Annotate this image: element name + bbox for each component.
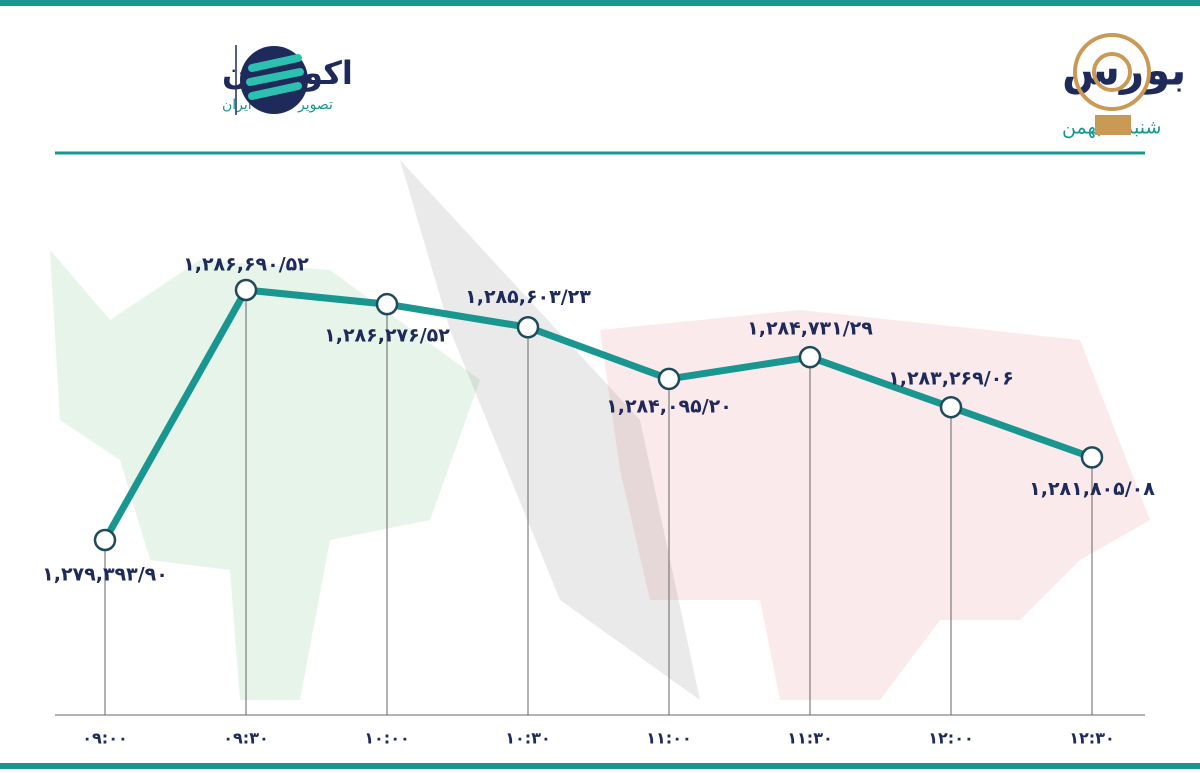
line bbox=[101, 286, 1094, 542]
value-label: ۱,۲۸۴,۰۹۵/۲۰ bbox=[606, 395, 732, 417]
point bbox=[516, 316, 540, 339]
value-label: ۱,۲۷۹,۳۹۳/۹۰ bbox=[42, 564, 168, 586]
x-tick-label: ۱۱:۳۰ bbox=[787, 729, 832, 748]
bull-shape bbox=[50, 250, 480, 700]
value-label: ۱,۲۸۱,۸۰۵/۰۸ bbox=[1029, 478, 1155, 500]
brand-logo bbox=[240, 46, 308, 114]
x-tick-label: ۱۰:۰۰ bbox=[364, 729, 409, 748]
arrow-shape bbox=[400, 160, 700, 700]
point bbox=[939, 395, 963, 419]
x-tick-label: ۰۹:۳۰ bbox=[223, 729, 268, 748]
value-label: ۱,۲۸۶,۲۷۶/۵۲ bbox=[324, 325, 450, 347]
top-bar bbox=[0, 0, 1200, 6]
value-label: ۱,۲۸۳,۲۶۹/۰۶ bbox=[888, 368, 1014, 390]
x-tick-label: ۱۰:۳۰ bbox=[505, 729, 550, 748]
bottom-bar bbox=[0, 763, 1200, 769]
point bbox=[798, 345, 822, 369]
point bbox=[657, 367, 681, 391]
exchange-logo bbox=[1073, 33, 1151, 135]
point bbox=[375, 292, 399, 316]
x-tick-label: ۱۲:۳۰ bbox=[1069, 729, 1114, 748]
value-label: ۱,۲۸۵,۶۰۳/۲۳ bbox=[465, 286, 591, 308]
x-tick-label: ۱۱:۰۰ bbox=[646, 729, 691, 748]
x-tick-label: ۱۲:۰۰ bbox=[928, 729, 973, 748]
point bbox=[234, 278, 258, 302]
point bbox=[1080, 446, 1104, 469]
value-label: ۱,۲۸۴,۷۳۱/۲۹ bbox=[747, 318, 873, 340]
point bbox=[93, 528, 117, 552]
bear-shape bbox=[600, 310, 1150, 700]
value-label: ۱,۲۸۶,۶۹۰/۵۲ bbox=[183, 254, 309, 276]
x-tick-label: ۰۹:۰۰ bbox=[82, 729, 127, 748]
